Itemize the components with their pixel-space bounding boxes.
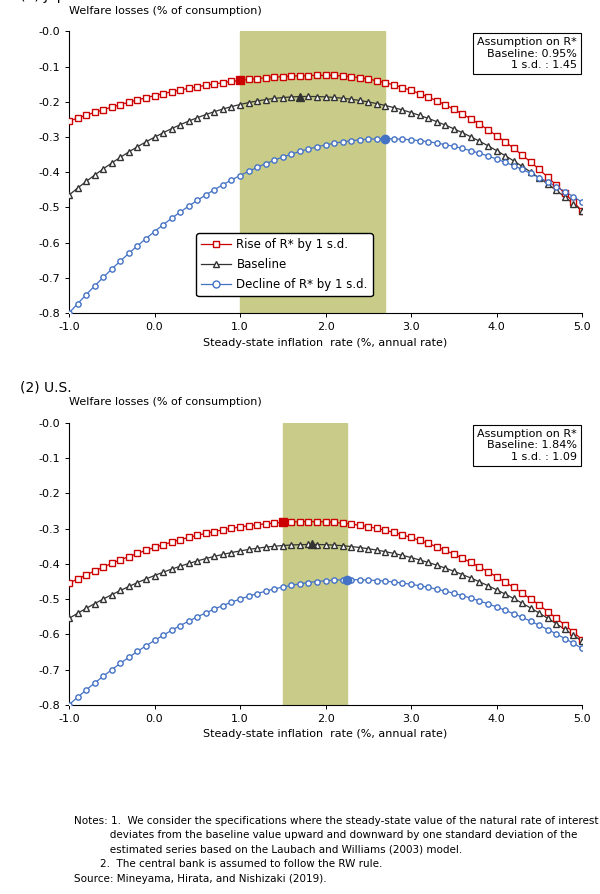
Text: Assumption on R*
Baseline: 1.84%
1 s.d. : 1.09: Assumption on R* Baseline: 1.84% 1 s.d. … — [477, 428, 577, 462]
X-axis label: Steady-state inflation  rate (%, annual rate): Steady-state inflation rate (%, annual r… — [203, 730, 448, 739]
Bar — [283, 423, 347, 704]
Legend: Rise of R* by 1 s.d., Baseline, Decline of R* by 1 s.d.: Rise of R* by 1 s.d., Baseline, Decline … — [196, 233, 373, 296]
X-axis label: Steady-state inflation  rate (%, annual rate): Steady-state inflation rate (%, annual r… — [203, 338, 448, 348]
Bar — [240, 31, 385, 313]
Text: Welfare losses (% of consumption): Welfare losses (% of consumption) — [69, 5, 262, 16]
Text: Assumption on R*
Baseline: 0.95%
1 s.d. : 1.45: Assumption on R* Baseline: 0.95% 1 s.d. … — [477, 37, 577, 70]
Text: (2) U.S.: (2) U.S. — [20, 381, 72, 395]
Text: (1) Japan: (1) Japan — [20, 0, 83, 3]
Text: Welfare losses (% of consumption): Welfare losses (% of consumption) — [69, 398, 262, 408]
Text: Notes: 1.  We consider the specifications where the steady-state value of the na: Notes: 1. We consider the specifications… — [74, 816, 600, 883]
